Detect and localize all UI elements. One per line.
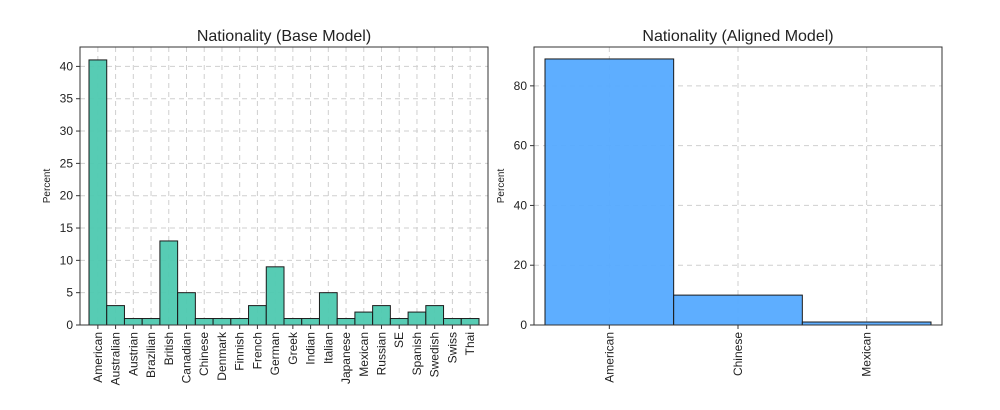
x-tick-label: Indian [304, 332, 318, 365]
x-tick-label: American [91, 332, 105, 383]
bar-french [248, 305, 267, 326]
x-tick-label: Canadian [180, 332, 194, 383]
y-tick-label: 30 [60, 124, 74, 138]
bar-chinese [673, 294, 803, 326]
y-tick-label: 25 [60, 156, 74, 170]
bar-brazilian [141, 318, 161, 326]
bar-british [159, 240, 179, 326]
bar-mexican [354, 311, 374, 326]
bar-russian [372, 305, 391, 326]
bar-american [544, 58, 675, 326]
y-tick-label: 0 [66, 318, 73, 332]
y-tick-label: 40 [60, 59, 74, 73]
x-tick-label: British [162, 332, 176, 365]
y-tick-label: 5 [66, 286, 73, 300]
y-tick-label: 20 [60, 189, 74, 203]
bar-spanish [407, 311, 427, 326]
y-tick-label: 10 [60, 253, 74, 267]
y-tick-label: 60 [514, 139, 528, 153]
x-tick-label: Russian [375, 332, 389, 375]
x-tick-label: Mexican [860, 332, 874, 377]
chart-title: Nationality (Aligned Model) [642, 28, 833, 45]
y-tick-label: 20 [514, 258, 528, 272]
x-tick-label: Austrian [126, 332, 140, 376]
bar-thai [460, 318, 480, 326]
x-tick-label: Italian [321, 332, 335, 364]
bar-denmark [212, 318, 232, 326]
y-tick-label: 35 [60, 92, 74, 106]
bar-swiss [443, 318, 462, 326]
x-tick-label: Denmark [215, 331, 229, 381]
bar-greek [283, 318, 303, 326]
y-tick-label: 80 [514, 79, 528, 93]
x-tick-label: SE [392, 332, 406, 348]
bar-austrian [123, 318, 143, 326]
bar-american [88, 59, 108, 326]
x-tick-label: Swiss [445, 332, 459, 363]
bar-canadian [177, 292, 196, 326]
chart-panel-1: 0 5 10 15 20 25 30 35 40 American Australian Austri… [42, 28, 489, 385]
y-tick-label: 0 [520, 318, 527, 332]
y-tick-label: 15 [60, 221, 74, 235]
x-tick-label: Finnish [233, 332, 247, 371]
x-tick-label: Spanish [410, 332, 424, 375]
y-axis-label: Percent [42, 169, 53, 204]
x-tick-label: Mexican [357, 332, 371, 377]
chart-panel-2: 0 20 40 60 80 American Chinese Mexican Nationali… [496, 28, 943, 383]
chart-title: Nationality (Base Model) [197, 28, 371, 45]
bar-australian [106, 305, 125, 326]
bar-italian [318, 292, 338, 326]
x-tick-label: Chinese [731, 332, 745, 376]
x-tick-label: Thai [463, 332, 477, 355]
x-tick-label: American [602, 332, 616, 383]
x-tick-label: Chinese [197, 332, 211, 376]
y-axis-label: Percent [496, 169, 507, 204]
bar-indian [301, 318, 320, 326]
x-tick-label: Swedish [428, 332, 442, 377]
x-tick-label: Australian [109, 332, 123, 385]
bar-japanese [336, 318, 356, 326]
y-tick-label: 40 [514, 198, 528, 212]
x-tick-label: German [268, 332, 282, 375]
bar-german [265, 266, 285, 326]
x-tick-label: Japanese [339, 332, 353, 384]
x-tick-label: Greek [286, 331, 300, 365]
x-tick-label: French [250, 332, 264, 369]
x-tick-label: Brazilian [144, 332, 158, 378]
bar-se [389, 318, 409, 326]
plot-frame [79, 46, 489, 326]
bar-swedish [425, 305, 445, 326]
bar-chinese [194, 318, 214, 326]
bar-finnish [230, 318, 250, 326]
